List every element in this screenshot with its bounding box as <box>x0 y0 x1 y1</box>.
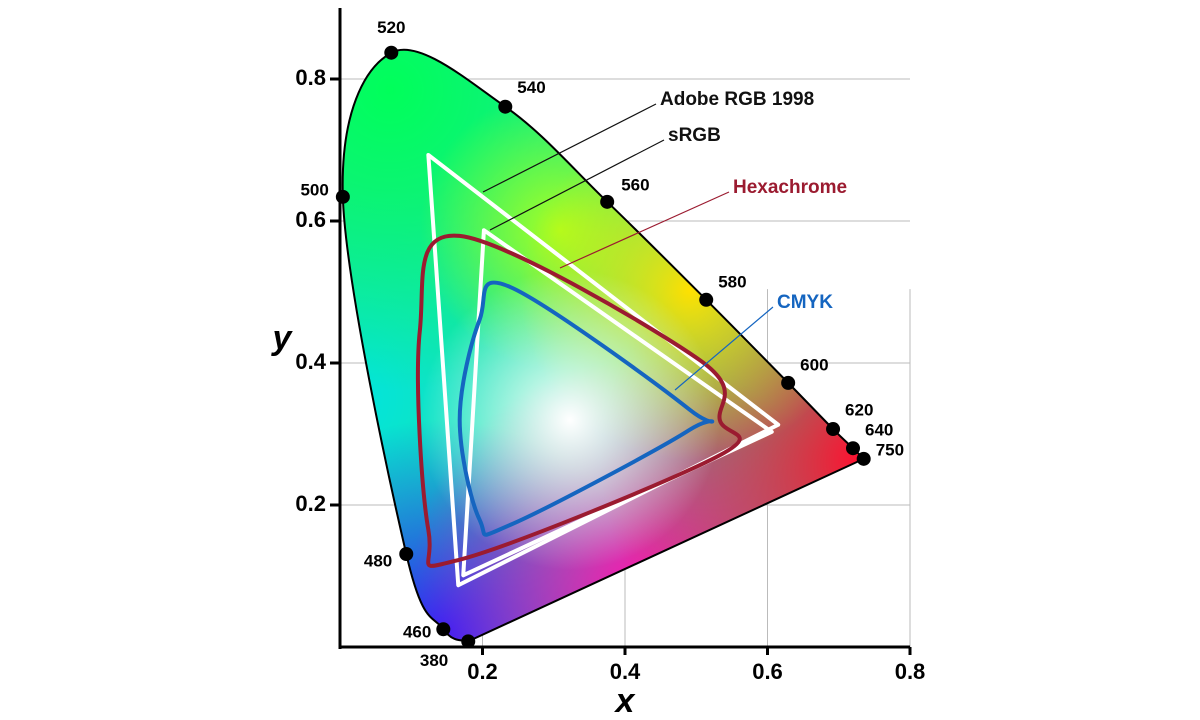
wavelength-point <box>856 451 871 466</box>
wavelength-point <box>826 422 841 437</box>
wavelength-label: 380 <box>420 651 448 670</box>
x-tick-label: 0.6 <box>752 659 783 684</box>
wavelength-label: 640 <box>865 421 893 440</box>
wavelength-label: 540 <box>517 78 545 97</box>
y-tick-label: 0.2 <box>295 491 326 516</box>
gamut-label: sRGB <box>668 125 721 146</box>
wavelength-point <box>399 546 414 561</box>
y-tick-label: 0.4 <box>295 349 326 374</box>
x-axis-label: x <box>614 682 637 720</box>
wavelength-point <box>699 292 714 307</box>
gamut-outline <box>416 233 742 568</box>
gamut-label: Hexachrome <box>733 177 847 198</box>
x-tick-label: 0.2 <box>467 659 498 684</box>
wavelength-point <box>498 99 513 114</box>
y-tick-label: 0.8 <box>295 65 326 90</box>
x-tick-label: 0.8 <box>895 659 926 684</box>
wavelength-label: 750 <box>876 440 904 459</box>
leader-line <box>559 191 730 269</box>
wavelength-point <box>436 622 451 637</box>
wavelength-label: 480 <box>364 551 392 570</box>
wavelength-label: 500 <box>300 180 328 199</box>
gamut-label: CMYK <box>777 292 833 313</box>
wavelength-label: 600 <box>800 355 828 374</box>
leader-line <box>674 306 774 391</box>
wavelength-label: 620 <box>845 401 873 420</box>
wavelength-point <box>846 441 860 456</box>
wavelength-point <box>600 194 615 209</box>
leader-line <box>489 139 665 231</box>
wavelength-point <box>461 634 476 649</box>
gamut-outline <box>457 280 715 537</box>
gamut-outline <box>461 228 774 578</box>
wavelength-label: 580 <box>718 272 746 291</box>
gamut-label: Adobe RGB 1998 <box>660 89 814 110</box>
y-axis-label: y <box>271 319 294 357</box>
y-tick-label: 0.6 <box>295 207 326 232</box>
wavelength-point <box>335 189 350 204</box>
x-tick-label: 0.4 <box>610 659 641 684</box>
leader-line <box>482 103 657 193</box>
wavelength-label: 520 <box>377 18 405 37</box>
wavelength-label: 460 <box>403 623 431 642</box>
wavelength-point <box>781 375 796 390</box>
wavelength-label: 560 <box>621 175 649 194</box>
wavelength-point <box>384 45 399 60</box>
